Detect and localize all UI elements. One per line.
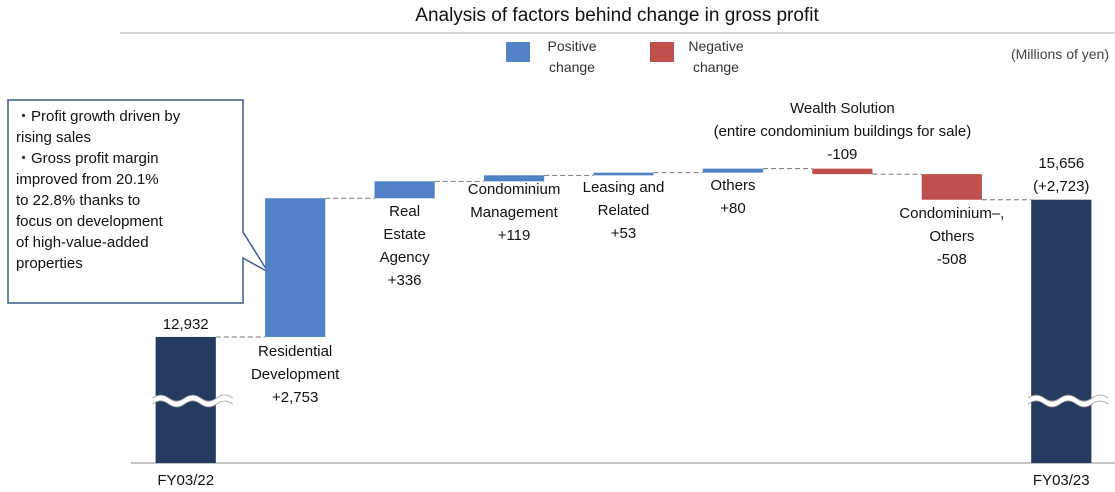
axis-break-edge xyxy=(152,394,233,408)
callout-item: ・Profit growth driven by rising sales xyxy=(16,108,181,146)
bar xyxy=(483,175,545,182)
bar xyxy=(1031,199,1092,463)
value-label: 15,656 xyxy=(1038,154,1085,172)
chart-title: Analysis of factors behind change in gro… xyxy=(415,5,819,26)
category-label: Leasing and Related xyxy=(582,179,665,219)
value-label: +2,753 xyxy=(272,389,319,406)
value-label: +119 xyxy=(497,227,531,244)
value-label: -109 xyxy=(827,145,858,163)
category-label: Others xyxy=(710,177,756,194)
value-label: 12,932 xyxy=(162,315,209,333)
legend-swatch xyxy=(506,42,530,62)
bar xyxy=(702,168,764,173)
x-tick-label: FY03/22 xyxy=(157,472,215,489)
category-label: Real Estate Agency xyxy=(379,203,430,266)
unit-label: (Millions of yen) xyxy=(1010,46,1109,62)
legend-swatch xyxy=(650,42,674,62)
label-group: Leasing and Related +53 xyxy=(583,176,665,245)
callout-text: ・Profit growth driven by rising sales ・Gr… xyxy=(16,106,180,274)
label-group: Residential Development +2,753 xyxy=(251,340,339,409)
change-label: (+2,723) xyxy=(1033,177,1090,195)
bar xyxy=(374,181,435,199)
label-group: Real Estate Agency +336 xyxy=(380,200,430,292)
legend-label: Positive change xyxy=(547,38,597,75)
axis-break-edge xyxy=(1027,394,1109,408)
value-label: -508 xyxy=(936,251,967,268)
bar xyxy=(265,198,326,337)
x-tick-label: FY03/23 xyxy=(1032,472,1090,489)
category-label: Condominium–, Others xyxy=(899,205,1005,245)
category-label: Condominium Management xyxy=(467,181,561,221)
axis-break xyxy=(1026,395,1110,407)
category-label: Wealth Solution (entire condominium buil… xyxy=(713,99,972,140)
axis-break xyxy=(151,395,235,407)
category-label: Residential Development xyxy=(250,343,340,383)
legend-label: Negative change xyxy=(688,38,744,75)
callout-box xyxy=(7,99,269,304)
bar xyxy=(921,174,982,200)
value-label: +80 xyxy=(720,200,746,217)
label-group: Condominium–, Others -508 xyxy=(899,202,1004,271)
bar xyxy=(593,172,654,176)
bar xyxy=(812,168,873,175)
callout-item: ・Gross profit margin improved from 20.1%… xyxy=(16,150,163,272)
value-label: +53 xyxy=(610,225,637,242)
label-group: Wealth Solution (entire condominium buil… xyxy=(714,97,972,166)
value-label: +336 xyxy=(387,272,422,289)
label-group: Condominium Management +119 xyxy=(468,178,561,247)
label-group: Others +80 xyxy=(710,174,755,220)
